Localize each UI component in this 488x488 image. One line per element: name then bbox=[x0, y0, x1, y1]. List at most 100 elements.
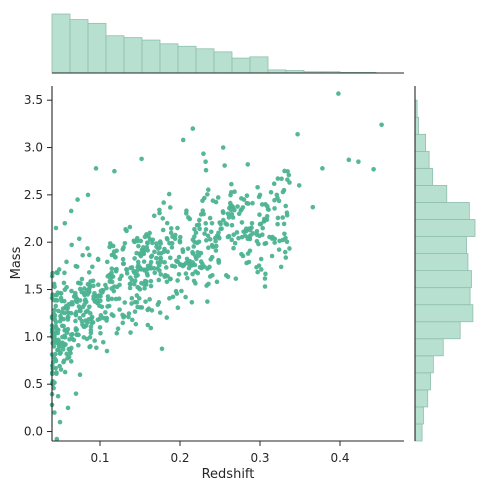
scatter-point bbox=[145, 248, 150, 253]
scatter-point bbox=[204, 238, 209, 243]
scatter-point bbox=[56, 308, 61, 314]
y-ticks: 0.0 0.5 1.0 1.5 2.0 2.5 3.0 3.5 bbox=[24, 93, 52, 439]
scatter-point bbox=[148, 325, 154, 331]
scatter-point bbox=[137, 305, 143, 310]
scatter-point bbox=[178, 262, 183, 268]
scatter-point bbox=[67, 337, 72, 342]
scatter-point bbox=[254, 264, 259, 270]
hist-y-bar bbox=[414, 270, 472, 289]
scatter-point bbox=[203, 221, 209, 226]
scatter-point bbox=[73, 327, 79, 333]
y-tick-label: 0.0 bbox=[24, 425, 43, 439]
hist-y-bar bbox=[414, 338, 444, 357]
x-ticks: 0.1 0.2 0.3 0.4 bbox=[90, 441, 350, 465]
hist-y-bar bbox=[414, 253, 469, 271]
scatter-point bbox=[257, 212, 262, 217]
scatter-point bbox=[178, 234, 183, 240]
scatter-point bbox=[64, 284, 69, 290]
scatter-point bbox=[193, 269, 198, 274]
scatter-point bbox=[64, 259, 69, 265]
scatter-point bbox=[61, 323, 66, 329]
scatter-point bbox=[149, 253, 155, 259]
scatter-point bbox=[379, 122, 384, 128]
scatter-point bbox=[164, 279, 170, 285]
scatter-point bbox=[75, 332, 80, 337]
scatter-point bbox=[85, 192, 91, 198]
scatter-point bbox=[81, 335, 87, 340]
scatter-point bbox=[214, 279, 220, 285]
hist-y-bar bbox=[414, 321, 461, 340]
scatter-point bbox=[202, 231, 207, 236]
scatter-point bbox=[51, 316, 57, 321]
scatter-point bbox=[283, 255, 289, 260]
scatter-point bbox=[194, 256, 199, 262]
scatter-point bbox=[210, 272, 215, 278]
scatter-point bbox=[185, 246, 191, 251]
marginal-hist-y bbox=[414, 99, 476, 442]
scatter-point bbox=[268, 189, 274, 195]
scatter-point bbox=[61, 280, 67, 286]
hist-y-bar bbox=[414, 423, 423, 442]
hist-x-bar bbox=[159, 43, 179, 74]
scatter-point bbox=[280, 189, 286, 195]
scatter-point bbox=[64, 351, 69, 357]
scatter-point bbox=[220, 145, 226, 150]
scatter-point bbox=[66, 346, 72, 352]
scatter-point bbox=[54, 370, 59, 375]
scatter-point bbox=[196, 222, 202, 227]
scatter-point bbox=[53, 225, 59, 231]
scatter-point bbox=[120, 247, 126, 252]
scatter-point bbox=[145, 273, 150, 278]
scatter-point bbox=[79, 276, 85, 282]
scatter-point bbox=[166, 191, 172, 197]
scatter-point bbox=[155, 302, 161, 307]
scatter-point bbox=[356, 159, 361, 165]
scatter-point bbox=[239, 196, 244, 201]
scatter-point bbox=[172, 264, 178, 269]
scatter-point bbox=[119, 273, 124, 279]
scatter-point bbox=[57, 351, 63, 356]
scatter-point bbox=[190, 237, 196, 243]
scatter-point bbox=[170, 294, 176, 300]
scatter-point bbox=[58, 291, 64, 296]
scatter-point bbox=[186, 215, 191, 220]
scatter-point bbox=[165, 249, 170, 255]
scatter-point bbox=[229, 181, 234, 187]
hist-x-bar bbox=[195, 48, 215, 74]
scatter-point bbox=[285, 169, 290, 174]
y-tick-label: 2.5 bbox=[24, 188, 43, 202]
scatter-point bbox=[113, 254, 118, 260]
scatter-point bbox=[135, 284, 140, 290]
scatter-point bbox=[209, 220, 215, 226]
y-tick-label: 3.0 bbox=[24, 141, 43, 155]
scatter-point bbox=[145, 307, 150, 313]
scatter-point bbox=[103, 310, 108, 315]
scatter-point bbox=[135, 272, 140, 278]
scatter-point bbox=[116, 296, 122, 301]
scatter-point bbox=[159, 250, 164, 256]
scatter-point bbox=[88, 311, 93, 316]
scatter-point bbox=[281, 221, 287, 227]
scatter-point bbox=[92, 338, 97, 343]
scatter-point bbox=[163, 265, 169, 270]
scatter-point bbox=[114, 330, 120, 336]
hist-x-bar bbox=[141, 39, 161, 74]
scatter-point bbox=[232, 240, 238, 246]
scatter-point bbox=[190, 126, 196, 131]
scatter-point bbox=[139, 156, 144, 162]
scatter-point bbox=[272, 206, 277, 211]
scatter-point bbox=[217, 235, 222, 241]
scatter-point bbox=[216, 230, 221, 236]
scatter-point bbox=[296, 183, 302, 188]
scatter-point bbox=[196, 217, 202, 223]
scatter-point bbox=[276, 247, 282, 252]
scatter-point bbox=[157, 207, 162, 213]
scatter-point bbox=[145, 322, 151, 328]
marginal-hist-x bbox=[51, 13, 377, 74]
scatter-point bbox=[90, 264, 95, 270]
hist-y-bar bbox=[414, 167, 434, 186]
x-tick-label: 0.1 bbox=[90, 451, 109, 465]
scatter-point bbox=[50, 366, 55, 371]
scatter-point bbox=[124, 271, 130, 276]
scatter-point bbox=[63, 342, 68, 347]
